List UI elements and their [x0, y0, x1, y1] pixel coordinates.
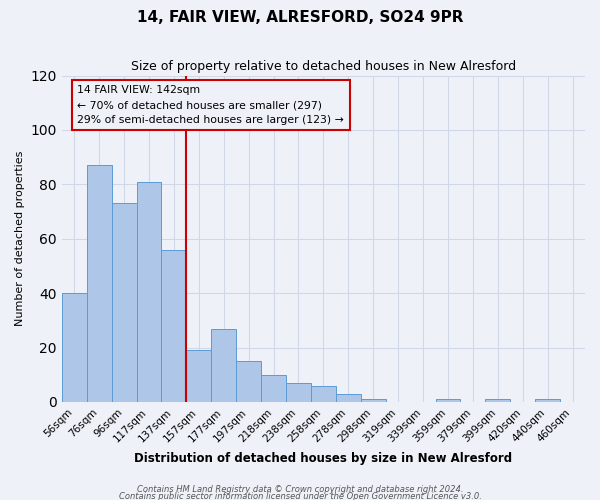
Bar: [112, 204, 137, 402]
Text: Contains public sector information licensed under the Open Government Licence v3: Contains public sector information licen…: [119, 492, 481, 500]
Bar: [261, 374, 286, 402]
Text: Contains HM Land Registry data © Crown copyright and database right 2024.: Contains HM Land Registry data © Crown c…: [137, 486, 463, 494]
Bar: [361, 399, 386, 402]
Bar: [485, 399, 510, 402]
Y-axis label: Number of detached properties: Number of detached properties: [15, 151, 25, 326]
Bar: [187, 350, 211, 402]
Bar: [87, 166, 112, 402]
Bar: [311, 386, 336, 402]
Bar: [137, 182, 161, 402]
Title: Size of property relative to detached houses in New Alresford: Size of property relative to detached ho…: [131, 60, 516, 73]
Text: 14, FAIR VIEW, ALRESFORD, SO24 9PR: 14, FAIR VIEW, ALRESFORD, SO24 9PR: [137, 10, 463, 25]
Bar: [286, 383, 311, 402]
Bar: [161, 250, 187, 402]
Bar: [436, 399, 460, 402]
X-axis label: Distribution of detached houses by size in New Alresford: Distribution of detached houses by size …: [134, 452, 512, 465]
Bar: [62, 293, 87, 402]
Bar: [336, 394, 361, 402]
Text: 14 FAIR VIEW: 142sqm
← 70% of detached houses are smaller (297)
29% of semi-deta: 14 FAIR VIEW: 142sqm ← 70% of detached h…: [77, 86, 344, 125]
Bar: [535, 399, 560, 402]
Bar: [236, 361, 261, 402]
Bar: [211, 328, 236, 402]
